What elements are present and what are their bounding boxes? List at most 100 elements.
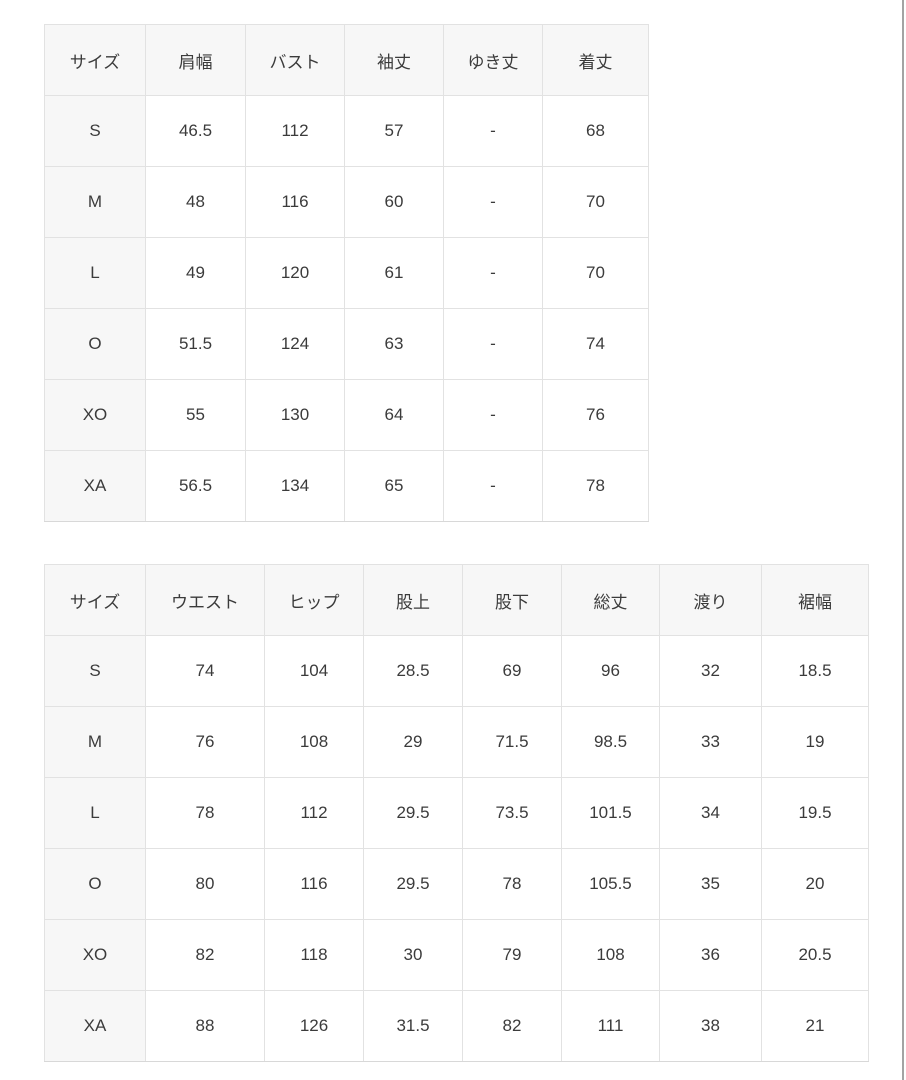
value-cell: 120 — [245, 237, 345, 309]
value-cell: 29.5 — [363, 848, 463, 920]
column-header-shoulder-width: 肩幅 — [145, 24, 246, 96]
value-cell: 118 — [264, 919, 364, 991]
value-cell: 56.5 — [145, 450, 246, 522]
value-cell: 61 — [344, 237, 444, 309]
column-header-hem-width: 裾幅 — [761, 564, 869, 636]
value-cell: - — [443, 166, 543, 238]
value-cell: 101.5 — [561, 777, 660, 849]
value-cell: 48 — [145, 166, 246, 238]
value-cell: 74 — [145, 635, 265, 707]
value-cell: 46.5 — [145, 95, 246, 167]
value-cell: 20.5 — [761, 919, 869, 991]
value-cell: 71.5 — [462, 706, 562, 778]
value-cell: 76 — [542, 379, 649, 451]
value-cell: 82 — [462, 990, 562, 1062]
table-row: L 49 120 61 - 70 — [44, 237, 649, 309]
value-cell: 111 — [561, 990, 660, 1062]
value-cell: 70 — [542, 166, 649, 238]
table-row: M 76 108 29 71.5 98.5 33 19 — [44, 706, 869, 778]
bottoms-header-row: サイズ ウエスト ヒップ 股上 股下 総丈 渡り 裾幅 — [44, 564, 869, 636]
size-cell: S — [44, 95, 146, 167]
column-header-yuki-length: ゆき丈 — [443, 24, 543, 96]
value-cell: 33 — [659, 706, 762, 778]
value-cell: 76 — [145, 706, 265, 778]
table-row: L 78 112 29.5 73.5 101.5 34 19.5 — [44, 777, 869, 849]
column-header-waist: ウエスト — [145, 564, 265, 636]
size-cell: L — [44, 777, 146, 849]
size-cell: O — [44, 848, 146, 920]
column-header-body-length: 着丈 — [542, 24, 649, 96]
value-cell: 105.5 — [561, 848, 660, 920]
value-cell: 69 — [462, 635, 562, 707]
right-edge-line — [902, 0, 904, 1080]
column-header-thigh-width: 渡り — [659, 564, 762, 636]
table-row: O 80 116 29.5 78 105.5 35 20 — [44, 848, 869, 920]
value-cell: 64 — [344, 379, 444, 451]
value-cell: - — [443, 379, 543, 451]
value-cell: 57 — [344, 95, 444, 167]
value-cell: 108 — [561, 919, 660, 991]
value-cell: 36 — [659, 919, 762, 991]
value-cell: - — [443, 308, 543, 380]
value-cell: 19 — [761, 706, 869, 778]
column-header-size: サイズ — [44, 24, 146, 96]
column-header-size: サイズ — [44, 564, 146, 636]
value-cell: 20 — [761, 848, 869, 920]
table-row: XA 56.5 134 65 - 78 — [44, 450, 649, 522]
value-cell: 38 — [659, 990, 762, 1062]
value-cell: 134 — [245, 450, 345, 522]
column-header-hip: ヒップ — [264, 564, 364, 636]
value-cell: 51.5 — [145, 308, 246, 380]
value-cell: 78 — [542, 450, 649, 522]
value-cell: 74 — [542, 308, 649, 380]
value-cell: 116 — [245, 166, 345, 238]
value-cell: 70 — [542, 237, 649, 309]
value-cell: 18.5 — [761, 635, 869, 707]
column-header-inseam: 股下 — [462, 564, 562, 636]
table-row: XO 55 130 64 - 76 — [44, 379, 649, 451]
size-cell: M — [44, 166, 146, 238]
value-cell: 82 — [145, 919, 265, 991]
column-header-rise: 股上 — [363, 564, 463, 636]
value-cell: 98.5 — [561, 706, 660, 778]
value-cell: 29.5 — [363, 777, 463, 849]
value-cell: 73.5 — [462, 777, 562, 849]
size-cell: XO — [44, 919, 146, 991]
value-cell: 116 — [264, 848, 364, 920]
value-cell: 63 — [344, 308, 444, 380]
table-row: S 46.5 112 57 - 68 — [44, 95, 649, 167]
size-cell: XO — [44, 379, 146, 451]
table-row: O 51.5 124 63 - 74 — [44, 308, 649, 380]
value-cell: 126 — [264, 990, 364, 1062]
value-cell: 65 — [344, 450, 444, 522]
value-cell: - — [443, 450, 543, 522]
value-cell: 21 — [761, 990, 869, 1062]
value-cell: 55 — [145, 379, 246, 451]
value-cell: 68 — [542, 95, 649, 167]
size-cell: S — [44, 635, 146, 707]
value-cell: 49 — [145, 237, 246, 309]
table-row: XA 88 126 31.5 82 111 38 21 — [44, 990, 869, 1062]
value-cell: 88 — [145, 990, 265, 1062]
table-row: S 74 104 28.5 69 96 32 18.5 — [44, 635, 869, 707]
value-cell: 79 — [462, 919, 562, 991]
value-cell: 30 — [363, 919, 463, 991]
value-cell: 31.5 — [363, 990, 463, 1062]
table-row: M 48 116 60 - 70 — [44, 166, 649, 238]
column-header-sleeve-length: 袖丈 — [344, 24, 444, 96]
value-cell: 104 — [264, 635, 364, 707]
table-row: XO 82 118 30 79 108 36 20.5 — [44, 919, 869, 991]
size-cell: M — [44, 706, 146, 778]
size-cell: XA — [44, 990, 146, 1062]
value-cell: 80 — [145, 848, 265, 920]
value-cell: 78 — [462, 848, 562, 920]
bottoms-size-table: サイズ ウエスト ヒップ 股上 股下 総丈 渡り 裾幅 S 74 104 28.… — [44, 564, 869, 1062]
tops-size-table: サイズ 肩幅 バスト 袖丈 ゆき丈 着丈 S 46.5 112 57 - 68 … — [44, 24, 649, 522]
size-cell: XA — [44, 450, 146, 522]
value-cell: 29 — [363, 706, 463, 778]
value-cell: 96 — [561, 635, 660, 707]
column-header-bust: バスト — [245, 24, 345, 96]
value-cell: 28.5 — [363, 635, 463, 707]
value-cell: 32 — [659, 635, 762, 707]
